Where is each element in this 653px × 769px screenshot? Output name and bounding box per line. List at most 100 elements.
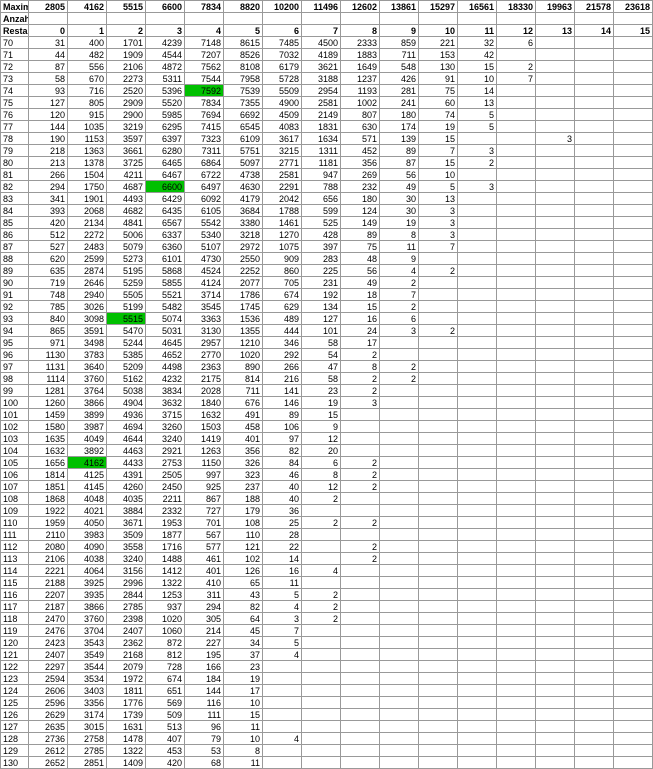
cell-106-1: 4125 (68, 469, 107, 481)
cell-87-11 (458, 241, 497, 253)
cell-81-5: 4738 (224, 169, 263, 181)
cell-72-2: 2106 (107, 61, 146, 73)
cell-129-10 (419, 745, 458, 757)
cell-103-5: 401 (224, 433, 263, 445)
row-label-78: 78 (1, 133, 29, 145)
cell-88-2: 5273 (107, 253, 146, 265)
cell-103-10 (419, 433, 458, 445)
row-label-96: 96 (1, 349, 29, 361)
cell-92-12 (497, 301, 536, 313)
cell-125-13 (536, 697, 575, 709)
cell-73-6: 5728 (263, 73, 302, 85)
cell-93-4: 3363 (185, 313, 224, 325)
cell-111-9 (380, 529, 419, 541)
cell-125-7 (302, 697, 341, 709)
cell-113-1: 4038 (68, 553, 107, 565)
cell-88-4: 4730 (185, 253, 224, 265)
cell-94-3: 5031 (146, 325, 185, 337)
cell-124-3: 651 (146, 685, 185, 697)
row-label-80: 80 (1, 157, 29, 169)
cell-75-5: 7355 (224, 97, 263, 109)
cell-101-2: 4936 (107, 409, 146, 421)
cell-121-0: 2407 (29, 649, 68, 661)
cell-112-6: 22 (263, 541, 302, 553)
cell-109-2: 3884 (107, 505, 146, 517)
cell-87-10: 7 (419, 241, 458, 253)
cell-90-14 (575, 277, 614, 289)
cell-79-8: 452 (341, 145, 380, 157)
cell-121-4: 195 (185, 649, 224, 661)
cell-116-5: 43 (224, 589, 263, 601)
header-empty-0 (29, 13, 68, 25)
cell-78-10: 15 (419, 133, 458, 145)
cell-91-9: 7 (380, 289, 419, 301)
table-row: 8021313783725646568645097277111813568715… (1, 157, 653, 169)
cell-89-12 (497, 265, 536, 277)
cell-97-8: 8 (341, 361, 380, 373)
cell-95-9 (380, 337, 419, 349)
table-row: 85420213448416567554233801461525149193 (1, 217, 653, 229)
row-label-119: 119 (1, 625, 29, 637)
cell-78-12 (497, 133, 536, 145)
cell-74-14 (575, 85, 614, 97)
cell-126-6 (263, 709, 302, 721)
cell-120-6: 5 (263, 637, 302, 649)
cell-96-13 (536, 349, 575, 361)
cell-83-15 (614, 193, 653, 205)
cell-107-7: 12 (302, 481, 341, 493)
cell-73-14 (575, 73, 614, 85)
cell-93-12 (497, 313, 536, 325)
cell-72-7: 3621 (302, 61, 341, 73)
cell-94-2: 5470 (107, 325, 146, 337)
cell-74-12 (497, 85, 536, 97)
cell-98-11 (458, 373, 497, 385)
cell-119-14 (575, 625, 614, 637)
cell-129-1: 2785 (68, 745, 107, 757)
cell-105-3: 2753 (146, 457, 185, 469)
cell-112-4: 577 (185, 541, 224, 553)
cell-83-8: 180 (341, 193, 380, 205)
cell-70-6: 7485 (263, 37, 302, 49)
cell-129-0: 2612 (29, 745, 68, 757)
cell-75-10: 60 (419, 97, 458, 109)
header-idx-3: 3 (146, 25, 185, 37)
cell-107-3: 2450 (146, 481, 185, 493)
cell-127-13 (536, 721, 575, 733)
cell-98-10 (419, 373, 458, 385)
cell-93-9: 6 (380, 313, 419, 325)
header-idx-6: 6 (263, 25, 302, 37)
cell-93-13 (536, 313, 575, 325)
cell-105-6: 84 (263, 457, 302, 469)
cell-92-3: 5482 (146, 301, 185, 313)
cell-82-5: 4630 (224, 181, 263, 193)
cell-82-1: 1750 (68, 181, 107, 193)
cell-73-1: 670 (68, 73, 107, 85)
header-idx-11: 11 (458, 25, 497, 37)
cell-80-4: 6864 (185, 157, 224, 169)
cell-89-5: 2252 (224, 265, 263, 277)
cell-112-0: 2080 (29, 541, 68, 553)
row-label-98: 98 (1, 373, 29, 385)
cell-94-13 (536, 325, 575, 337)
cell-128-1: 2758 (68, 733, 107, 745)
row-label-104: 104 (1, 445, 29, 457)
cell-123-0: 2594 (29, 673, 68, 685)
cell-120-1: 3543 (68, 637, 107, 649)
cell-114-15 (614, 565, 653, 577)
cell-89-7: 225 (302, 265, 341, 277)
cell-108-3: 2211 (146, 493, 185, 505)
cell-94-9: 3 (380, 325, 419, 337)
cell-86-13 (536, 229, 575, 241)
cell-75-12 (497, 97, 536, 109)
cell-108-13 (536, 493, 575, 505)
cell-127-11 (458, 721, 497, 733)
cell-114-12 (497, 565, 536, 577)
cell-115-1: 3925 (68, 577, 107, 589)
cell-102-6: 106 (263, 421, 302, 433)
cell-119-13 (536, 625, 575, 637)
cell-80-11: 2 (458, 157, 497, 169)
cell-113-13 (536, 553, 575, 565)
cell-90-8: 49 (341, 277, 380, 289)
cell-71-9: 711 (380, 49, 419, 61)
cell-112-7 (302, 541, 341, 553)
